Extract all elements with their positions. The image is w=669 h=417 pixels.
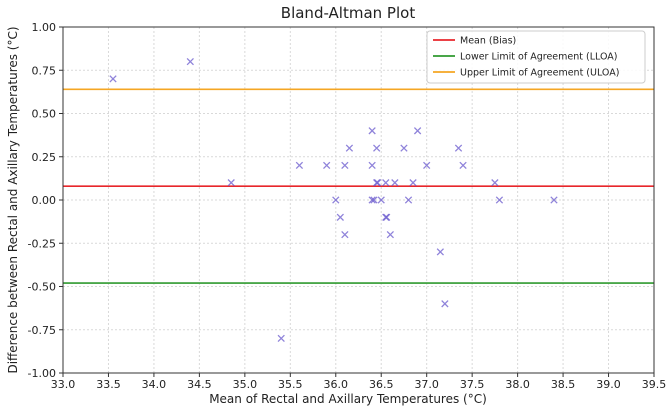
chart-title: Bland-Altman Plot bbox=[281, 4, 416, 22]
data-point bbox=[336, 213, 344, 221]
data-point bbox=[391, 179, 399, 187]
data-point bbox=[277, 334, 285, 343]
x-tick-label: 36.5 bbox=[369, 378, 394, 391]
y-tick-label: 0.50 bbox=[32, 108, 57, 121]
data-point bbox=[404, 196, 413, 204]
x-tick-label: 39.5 bbox=[642, 378, 667, 391]
data-point bbox=[409, 179, 417, 187]
legend-label: Lower Limit of Agreement (LLOA) bbox=[460, 52, 617, 63]
legend-label: Upper Limit of Agreement (ULOA) bbox=[460, 68, 619, 79]
data-point bbox=[383, 213, 391, 221]
data-point bbox=[400, 144, 408, 152]
data-point bbox=[441, 300, 449, 308]
y-tick-label: -0.75 bbox=[28, 324, 56, 337]
data-point bbox=[295, 161, 304, 170]
data-points bbox=[109, 57, 558, 343]
data-point bbox=[109, 75, 117, 83]
data-point bbox=[186, 57, 194, 66]
data-point bbox=[368, 161, 376, 170]
data-point bbox=[436, 248, 444, 256]
data-point bbox=[227, 179, 235, 187]
data-point bbox=[550, 196, 558, 204]
data-point bbox=[495, 196, 504, 204]
data-point bbox=[368, 196, 376, 204]
data-point bbox=[413, 127, 422, 135]
y-tick-label: 0.00 bbox=[32, 194, 57, 207]
data-point bbox=[386, 230, 394, 239]
data-point bbox=[332, 196, 340, 204]
data-point bbox=[341, 161, 349, 170]
x-tick-label: 34.0 bbox=[142, 378, 167, 391]
y-axis-label: Difference between Rectal and Axillary T… bbox=[6, 26, 20, 373]
x-tick-label: 37.5 bbox=[460, 378, 485, 391]
data-point bbox=[491, 179, 499, 187]
y-tick-label: 0.75 bbox=[32, 64, 57, 77]
legend: Mean (Bias) Lower Limit of Agreement (LLO… bbox=[426, 30, 646, 84]
y-tick-label: -0.50 bbox=[28, 281, 56, 294]
x-tick-label: 38.0 bbox=[505, 378, 530, 391]
x-tick-label: 35.5 bbox=[278, 378, 303, 391]
data-point bbox=[377, 196, 385, 204]
data-point bbox=[368, 127, 376, 135]
reference-lines bbox=[63, 88, 654, 284]
x-tick-label: 37.0 bbox=[414, 378, 439, 391]
tick-labels: 33.0 33.5 34.0 34.5 35.0 35.5 36.0 36.5 37.0 37.5… bbox=[28, 21, 667, 391]
x-tick-label: 35.0 bbox=[233, 378, 258, 391]
legend-label: Mean (Bias) bbox=[460, 36, 516, 47]
data-point bbox=[373, 144, 381, 152]
x-tick-label: 36.0 bbox=[324, 378, 349, 391]
data-point bbox=[341, 230, 349, 239]
x-tick-label: 33.0 bbox=[51, 378, 76, 391]
legend-box bbox=[426, 30, 646, 84]
y-tick-label: -1.00 bbox=[28, 367, 56, 380]
data-point bbox=[373, 179, 382, 187]
data-point bbox=[382, 179, 390, 187]
data-point bbox=[345, 144, 354, 152]
data-point bbox=[423, 161, 431, 170]
x-tick-label: 34.5 bbox=[187, 378, 212, 391]
y-tick-label: -0.25 bbox=[28, 237, 56, 250]
data-point bbox=[323, 161, 331, 170]
x-tick-label: 39.0 bbox=[596, 378, 621, 391]
y-tick-label: 1.00 bbox=[32, 21, 57, 34]
x-axis-label: Mean of Rectal and Axillary Temperatures… bbox=[209, 392, 487, 406]
x-tick-label: 38.5 bbox=[551, 378, 576, 391]
data-point bbox=[459, 161, 467, 170]
data-point bbox=[454, 144, 463, 152]
data-point bbox=[370, 196, 378, 204]
y-tick-label: 0.25 bbox=[32, 151, 57, 164]
x-tick-label: 33.5 bbox=[96, 378, 121, 391]
